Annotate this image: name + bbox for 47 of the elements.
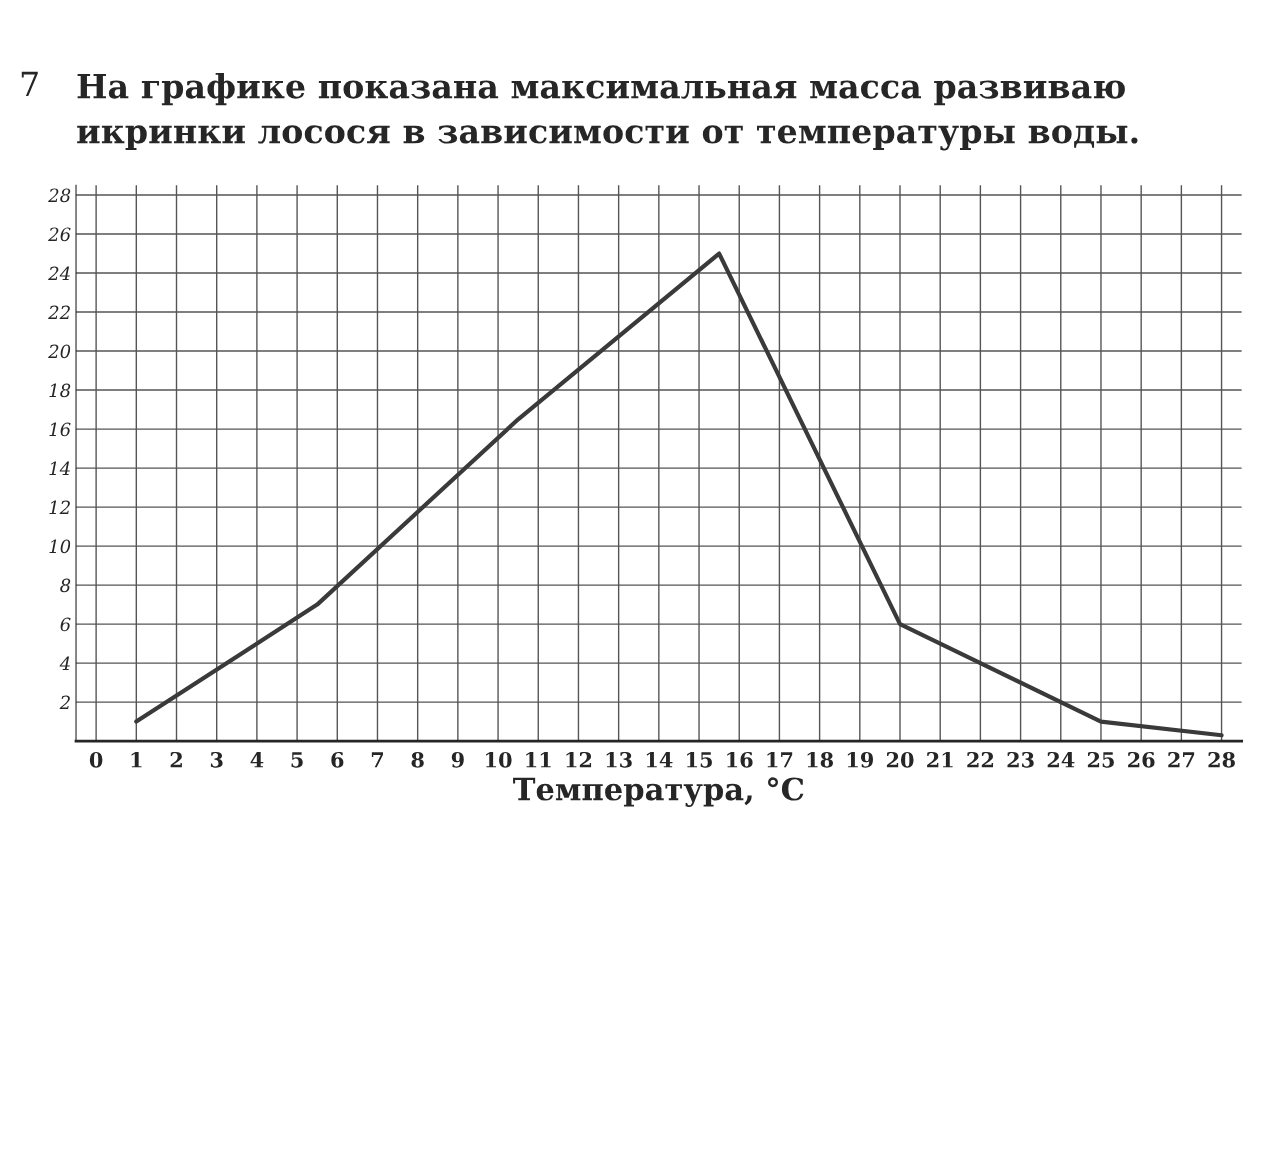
x-tick-label: 28 [1208, 751, 1235, 768]
x-tick-label: 3 [210, 751, 223, 768]
x-tick-label: 14 [646, 751, 673, 768]
y-tick-label: 28 [48, 188, 71, 203]
y-tick-label: 14 [49, 461, 70, 475]
x-tick-label: 13 [606, 751, 632, 768]
y-tick-label: 12 [49, 500, 70, 514]
y-tick-label: 22 [48, 305, 70, 319]
x-tick-label: 5 [291, 752, 303, 768]
y-tick-label: 2 [59, 695, 70, 709]
x-tick-label: 8 [411, 751, 424, 768]
x-tick-label: 27 [1168, 751, 1195, 768]
y-tick-label: 26 [48, 227, 71, 242]
x-tick-label: 9 [451, 751, 464, 768]
y-tick-label: 16 [49, 422, 71, 437]
x-tick-label: 19 [847, 751, 873, 768]
y-tick-label: 24 [48, 266, 70, 280]
x-tick-label: 16 [727, 751, 753, 768]
y-tick-label: 6 [60, 617, 71, 632]
x-tick-label: 12 [566, 751, 592, 768]
x-tick-label: 23 [1007, 751, 1034, 768]
x-tick-label: 6 [331, 751, 344, 768]
x-tick-label: 25 [1087, 751, 1114, 768]
x-tick-label: 4 [250, 751, 264, 768]
x-axis-title: Температура, °C [513, 777, 804, 807]
x-tick-label: 0 [89, 751, 103, 768]
x-tick-label: 1 [131, 751, 142, 768]
y-tick-label: 10 [49, 539, 71, 554]
x-tick-label: 10 [486, 751, 512, 768]
y-tick-label: 18 [49, 383, 71, 398]
y-tick-label: 4 [59, 656, 70, 670]
x-tick-label: 2 [170, 751, 182, 768]
y-tick-label: 20 [48, 344, 71, 359]
x-tick-label: 18 [807, 751, 833, 768]
x-tick-label: 21 [927, 751, 953, 768]
x-tick-label: 26 [1128, 751, 1155, 768]
x-tick-label: 22 [967, 751, 994, 768]
x-tick-label: 17 [767, 751, 793, 768]
x-tick-label: 7 [371, 752, 383, 768]
line-series [134, 251, 1224, 738]
y-tick-label: 8 [60, 578, 71, 593]
x-tick-label: 20 [886, 751, 914, 768]
text: 7 [21, 71, 38, 97]
chart-title: На графике показана максимальная масса развиваю икринки лосося в зависимости от температуры воды. [77, 72, 1138, 151]
x-tick-label: 24 [1047, 751, 1075, 768]
x-tick-label: 11 [526, 751, 551, 768]
x-tick-label: 15 [687, 751, 712, 768]
